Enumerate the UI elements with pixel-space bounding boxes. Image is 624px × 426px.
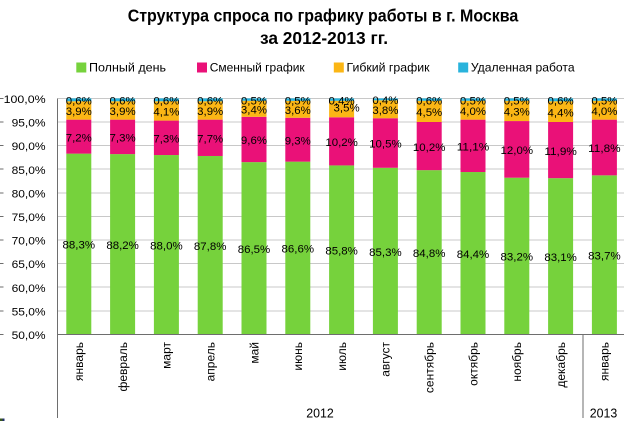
svg-text:ноябрь: ноябрь: [510, 342, 524, 382]
svg-text:0,5%: 0,5%: [460, 95, 486, 107]
svg-text:за 2012-2013 гг.: за 2012-2013 гг.: [260, 28, 388, 48]
svg-text:85,3%: 85,3%: [369, 247, 402, 259]
svg-text:4,0%: 4,0%: [591, 106, 617, 118]
svg-text:0,6%: 0,6%: [416, 95, 442, 107]
svg-text:3,5%: 3,5%: [334, 103, 360, 115]
svg-text:0,6%: 0,6%: [548, 96, 574, 108]
svg-text:7,3%: 7,3%: [110, 133, 136, 145]
svg-text:86,6%: 86,6%: [282, 244, 315, 256]
svg-text:55,0%: 55,0%: [12, 306, 46, 318]
svg-text:0,6%: 0,6%: [110, 96, 136, 108]
svg-text:7,7%: 7,7%: [197, 134, 223, 146]
svg-text:0,6%: 0,6%: [66, 96, 92, 108]
svg-text:12,0%: 12,0%: [501, 145, 534, 157]
svg-text:83,2%: 83,2%: [501, 252, 534, 264]
svg-text:60,0%: 60,0%: [12, 283, 46, 295]
svg-text:июль: июль: [335, 342, 349, 371]
svg-text:84,8%: 84,8%: [413, 248, 446, 260]
svg-text:10,2%: 10,2%: [413, 142, 446, 154]
svg-text:100,0%: 100,0%: [4, 94, 46, 106]
svg-text:октябрь: октябрь: [466, 342, 480, 386]
svg-text:3,9%: 3,9%: [197, 106, 223, 118]
svg-text:август: август: [379, 342, 393, 377]
svg-text:85,0%: 85,0%: [12, 165, 46, 177]
svg-text:февраль: февраль: [116, 342, 130, 392]
svg-text:0,5%: 0,5%: [504, 95, 530, 107]
svg-text:0,5%: 0,5%: [591, 95, 617, 107]
svg-text:апрель: апрель: [204, 342, 218, 381]
svg-text:50,0%: 50,0%: [12, 330, 46, 342]
svg-text:4,5%: 4,5%: [416, 107, 442, 119]
svg-text:0,6%: 0,6%: [153, 96, 179, 108]
svg-text:10,2%: 10,2%: [325, 137, 358, 149]
svg-text:0,6%: 0,6%: [197, 96, 223, 108]
svg-text:11,8%: 11,8%: [588, 143, 621, 155]
svg-text:Сменный график: Сменный график: [210, 61, 306, 75]
svg-text:0,5%: 0,5%: [241, 95, 267, 107]
svg-text:2012: 2012: [306, 407, 334, 421]
svg-text:83,7%: 83,7%: [588, 251, 621, 263]
svg-text:4,3%: 4,3%: [504, 107, 530, 119]
svg-text:январь: январь: [598, 342, 612, 381]
svg-text:0,4%: 0,4%: [329, 95, 355, 107]
svg-text:86,5%: 86,5%: [238, 244, 271, 256]
svg-text:3,9%: 3,9%: [110, 106, 136, 118]
svg-text:70,0%: 70,0%: [12, 236, 46, 248]
svg-text:декабрь: декабрь: [554, 342, 568, 388]
svg-text:84,4%: 84,4%: [457, 249, 490, 261]
svg-text:65,0%: 65,0%: [12, 259, 46, 271]
svg-text:март: март: [160, 342, 174, 369]
svg-text:90,0%: 90,0%: [12, 141, 46, 153]
svg-text:май: май: [247, 342, 261, 364]
svg-text:88,0%: 88,0%: [150, 240, 183, 252]
svg-text:88,2%: 88,2%: [106, 240, 139, 252]
svg-text:11,1%: 11,1%: [457, 142, 490, 154]
svg-text:80,0%: 80,0%: [12, 189, 46, 201]
svg-text:10,5%: 10,5%: [369, 139, 402, 151]
svg-text:3,4%: 3,4%: [241, 105, 267, 117]
svg-text:июнь: июнь: [291, 342, 305, 371]
svg-text:7,2%: 7,2%: [66, 132, 92, 144]
svg-text:3,6%: 3,6%: [285, 105, 311, 117]
svg-text:4,4%: 4,4%: [548, 107, 574, 119]
svg-text:Удаленная работа: Удаленная работа: [471, 61, 575, 75]
svg-text:75,0%: 75,0%: [12, 212, 46, 224]
svg-text:95,0%: 95,0%: [12, 118, 46, 130]
svg-text:87,8%: 87,8%: [194, 241, 227, 253]
svg-text:9,6%: 9,6%: [241, 135, 267, 147]
svg-text:0,5%: 0,5%: [285, 95, 311, 107]
svg-text:3,9%: 3,9%: [66, 106, 92, 118]
svg-text:11,9%: 11,9%: [544, 146, 577, 158]
svg-text:88,3%: 88,3%: [63, 240, 96, 252]
svg-text:7,3%: 7,3%: [153, 134, 179, 146]
svg-text:4,1%: 4,1%: [153, 107, 179, 119]
svg-text:0,4%: 0,4%: [372, 95, 398, 107]
svg-text:Полный день: Полный день: [89, 61, 166, 75]
svg-text:сентябрь: сентябрь: [423, 342, 437, 393]
svg-text:2013: 2013: [590, 407, 618, 421]
svg-text:9,3%: 9,3%: [285, 135, 311, 147]
svg-text:83,1%: 83,1%: [544, 252, 577, 264]
svg-text:Гибкий график: Гибкий график: [347, 61, 431, 75]
svg-text:Структура спроса по графику ра: Структура спроса по графику работы в г. …: [128, 6, 519, 26]
svg-text:январь: январь: [72, 342, 86, 381]
svg-text:4,0%: 4,0%: [460, 106, 486, 118]
svg-text:3,8%: 3,8%: [372, 105, 398, 117]
svg-text:85,8%: 85,8%: [325, 246, 358, 258]
